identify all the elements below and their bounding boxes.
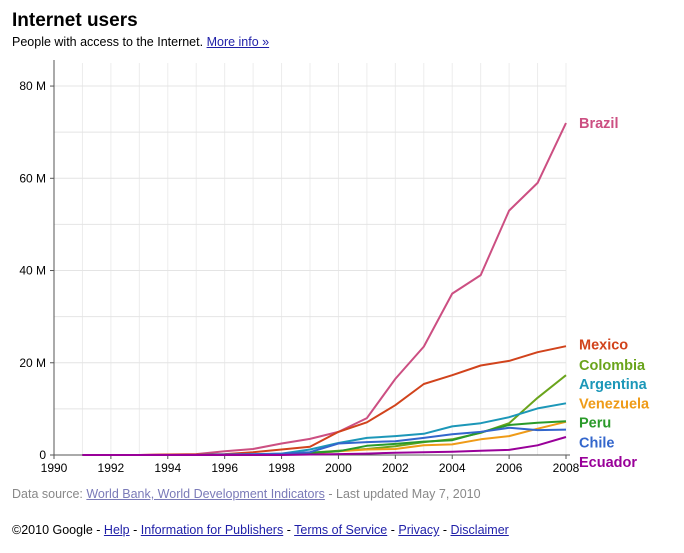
x-tick-label: 2000 [325,461,352,475]
footer-separator: - [286,523,291,537]
y-tick-label: 80 M [19,79,46,93]
subtitle-text: People with access to the Internet. [12,35,204,49]
x-tick-label: 1992 [98,461,125,475]
series-line-ecuador [82,436,567,456]
chart-grid [53,63,567,455]
x-tick-label: 2002 [382,461,409,475]
series-label-colombia: Colombia [579,358,646,374]
chart-lines [82,122,567,456]
footer-separator: - [390,523,395,537]
series-line-brazil [82,122,567,456]
data-source-link[interactable]: World Bank, World Development Indicators [86,487,325,501]
footer-copyright: ©2010 Google - [12,523,101,537]
series-label-ecuador: Ecuador [579,455,637,471]
footer-link-disclaimer[interactable]: Disclaimer [450,523,509,537]
chart-axes: 0 20 M 40 M 60 M 80 M 1990 1992 1994 1996 1998 200… [19,60,580,475]
y-tick-label: 40 M [19,264,46,278]
footer-separator: - [442,523,447,537]
x-tick-label: 1998 [268,461,295,475]
chart-subtitle: People with access to the Internet. More… [12,35,269,49]
x-tick-label: 2004 [439,461,466,475]
chart-title: Internet users [12,10,138,31]
series-label-argentina: Argentina [579,377,648,393]
footer-link-terms[interactable]: Terms of Service [294,523,388,537]
data-source-prefix: Data source: [12,487,83,501]
page-footer: ©2010 Google - Help - Information for Pu… [12,523,509,537]
footer-link-help[interactable]: Help [103,523,130,537]
data-source-updated: - Last updated May 7, 2010 [328,487,481,501]
y-tick-label: 20 M [19,356,46,370]
y-tick-label: 60 M [19,171,46,185]
internet-users-chart: 0 20 M 40 M 60 M 80 M 1990 1992 1994 1996 1998 200… [19,60,650,475]
series-label-venezuela: Venezuela [579,396,650,412]
series-label-chile: Chile [579,436,614,452]
x-tick-label: 1990 [41,461,68,475]
series-label-mexico: Mexico [579,337,628,353]
chart-series-labels: Brazil Mexico Colombia Argentina Venezuela Pe… [579,116,650,471]
y-tick-label: 0 [39,448,46,462]
series-label-brazil: Brazil [579,116,619,132]
footer-separator: - [133,523,138,537]
footer-link-privacy[interactable]: Privacy [398,523,440,537]
x-tick-label: 1994 [154,461,181,475]
series-line-colombia [82,374,567,456]
data-source: Data source: World Bank, World Developme… [12,487,481,501]
x-tick-label: 2008 [553,461,580,475]
series-label-peru: Peru [579,416,611,432]
more-info-link[interactable]: More info » [206,35,270,49]
footer-link-publishers[interactable]: Information for Publishers [140,523,284,537]
x-tick-label: 2006 [496,461,523,475]
x-tick-label: 1996 [211,461,238,475]
